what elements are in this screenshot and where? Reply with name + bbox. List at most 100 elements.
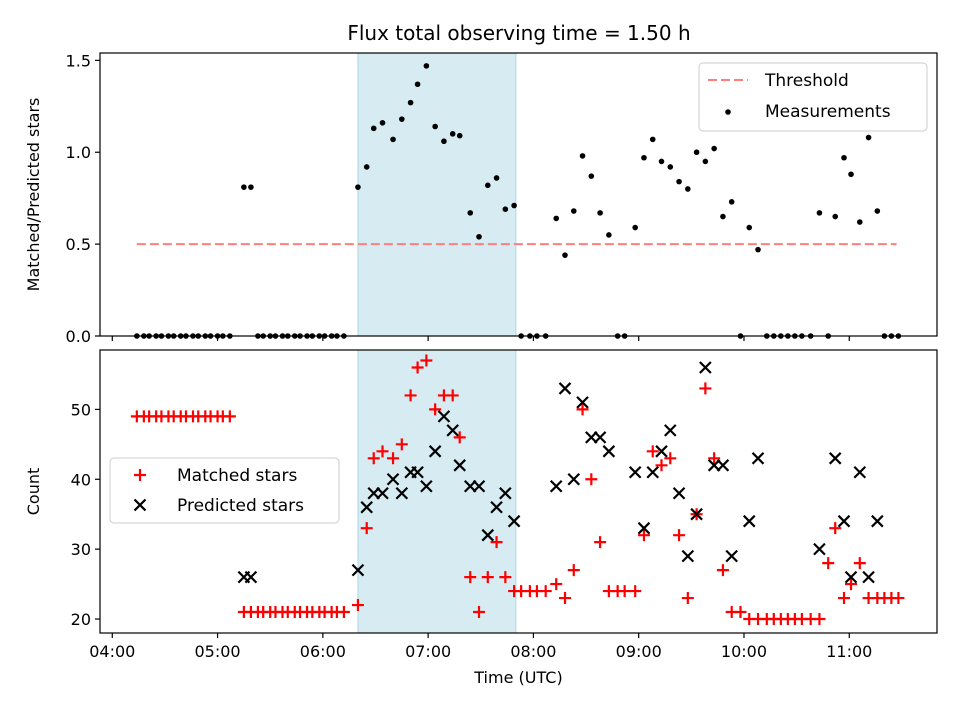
- matched-star-point: [813, 613, 826, 626]
- x-tick-label: 09:00: [616, 642, 662, 661]
- measurement-point: [848, 171, 854, 178]
- measurement-point: [502, 206, 509, 213]
- measurement-point: [711, 145, 717, 152]
- predicted-star-point: [725, 549, 738, 563]
- measurement-point: [414, 81, 421, 88]
- matched-star-point: [453, 431, 466, 444]
- matched-star-point: [360, 522, 373, 535]
- measurement-point: [746, 224, 753, 231]
- predicted-star-point: [681, 549, 695, 563]
- matched-star-point: [734, 606, 747, 619]
- y-tick-label: 0.0: [66, 327, 91, 346]
- predicted-star-point: [567, 472, 581, 486]
- predicted-star-point: [395, 486, 409, 500]
- predicted-star-point: [481, 528, 495, 542]
- measurement-point: [728, 199, 735, 205]
- matched-star-point: [550, 578, 563, 591]
- matched-star-point: [539, 585, 552, 598]
- measurement-point: [441, 138, 447, 145]
- measurement-point: [390, 136, 396, 143]
- predicted-star-point: [655, 445, 668, 458]
- predicted-star-point: [549, 479, 563, 493]
- matched-star-point: [664, 452, 677, 465]
- x-tick-label: 10:00: [721, 642, 767, 661]
- measurement-point: [570, 208, 577, 214]
- measurement-point: [363, 164, 370, 170]
- predicted-star-point: [664, 424, 677, 437]
- predicted-star-point: [813, 542, 826, 556]
- measurement-point: [511, 202, 517, 209]
- y-tick-label: 1.0: [66, 143, 91, 162]
- y-tick-label: 50: [71, 400, 91, 419]
- measurement-point: [702, 158, 709, 165]
- predicted-star-point: [490, 500, 503, 514]
- matched-star-point: [567, 564, 580, 577]
- x-tick-label: 08:00: [510, 642, 556, 661]
- matched-star-point: [473, 606, 486, 619]
- predicted-star-point: [862, 570, 875, 584]
- bottom-legend: [109, 457, 340, 524]
- matched-star-point: [376, 445, 389, 458]
- matched-star-point: [673, 529, 686, 542]
- predicted-star-point: [602, 445, 616, 458]
- measurement-point: [720, 213, 726, 220]
- predicted-star-point: [699, 361, 712, 374]
- measurement-point: [493, 175, 500, 181]
- predicted-star-point: [828, 452, 842, 465]
- predicted-star-point: [428, 445, 442, 458]
- matched-star-point: [853, 557, 866, 570]
- predicted-star-point: [628, 466, 642, 479]
- x-tick-label: 11:00: [826, 642, 872, 661]
- matched-star-point: [223, 410, 236, 423]
- matched-star-point: [490, 536, 503, 549]
- measurement-point: [641, 154, 647, 161]
- predicted-star-point: [351, 563, 365, 577]
- predicted-star-point: [360, 500, 373, 514]
- measurement-point: [476, 233, 482, 240]
- measurement-point: [658, 158, 665, 165]
- matched-star-point: [618, 585, 631, 598]
- top-legend: [698, 62, 928, 132]
- matched-star-point: [699, 382, 712, 395]
- measurement-point: [606, 232, 612, 238]
- measurement-point: [865, 134, 872, 141]
- x-tick-label: 07:00: [405, 642, 451, 661]
- measurement-point: [816, 210, 823, 216]
- measurement-point: [562, 252, 568, 258]
- y-axis-label: Matched/Predicted stars: [24, 98, 43, 292]
- matched-star-point: [429, 403, 442, 416]
- x-tick-label: 04:00: [89, 642, 135, 661]
- predicted-star-point: [244, 570, 258, 584]
- y-tick-label: 40: [71, 470, 91, 489]
- predicted-star-point: [420, 479, 433, 493]
- predicted-star-point: [716, 459, 730, 472]
- x-tick-label: 06:00: [300, 642, 346, 661]
- legend-predicted-label: Predicted stars: [177, 496, 304, 516]
- legend-matched-swatch: [134, 469, 146, 481]
- matched-star-point: [420, 354, 433, 367]
- measurement-point: [685, 186, 691, 192]
- measurement-point: [579, 153, 586, 159]
- matched-star-point: [395, 438, 408, 451]
- measurement-point: [676, 178, 682, 185]
- measurement-point: [241, 184, 247, 190]
- predicted-star-point: [871, 514, 884, 528]
- matched-star-point: [646, 445, 659, 458]
- matched-star-point: [411, 361, 424, 374]
- measurement-point: [423, 63, 430, 69]
- y-axis-label: Count: [24, 468, 43, 516]
- measurement-point: [632, 224, 638, 231]
- measurement-point: [449, 131, 456, 137]
- predicted-star-point: [411, 466, 424, 479]
- predicted-star-point: [637, 521, 651, 535]
- measurement-point: [841, 154, 847, 161]
- measurement-point: [588, 173, 595, 179]
- measurement-point: [874, 208, 881, 214]
- predicted-star-point: [472, 479, 486, 493]
- matched-star-point: [446, 389, 459, 402]
- measurement-point: [399, 116, 405, 122]
- matched-star-point: [387, 452, 400, 465]
- measurement-point: [370, 125, 377, 132]
- predicted-star-point: [690, 507, 703, 521]
